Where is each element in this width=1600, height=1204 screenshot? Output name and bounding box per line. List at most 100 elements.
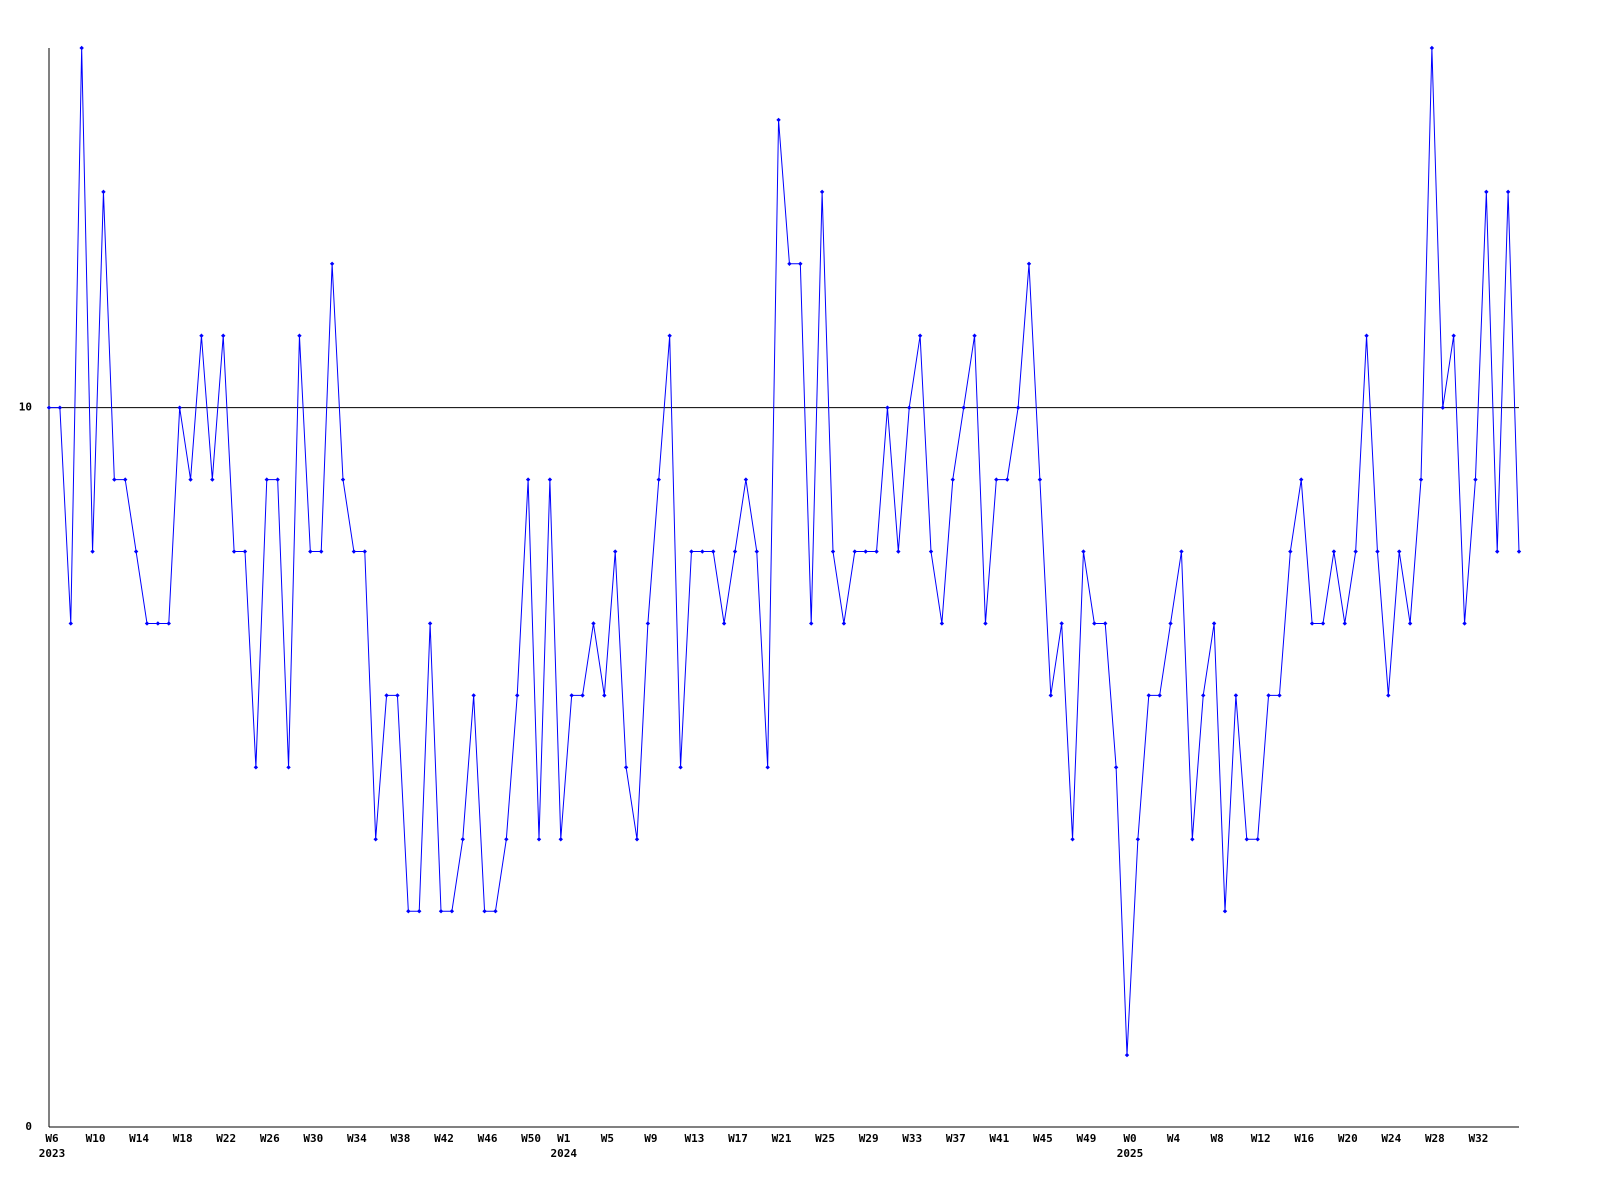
x-tick-label: W28 bbox=[1425, 1132, 1445, 1145]
y-tick-label: 0 bbox=[25, 1120, 32, 1133]
point-marker bbox=[493, 909, 498, 914]
point-marker bbox=[1059, 621, 1064, 626]
point-marker bbox=[917, 333, 923, 338]
x-tick-label: W46 bbox=[478, 1132, 498, 1145]
x-tick-label: W14 bbox=[129, 1132, 149, 1145]
point-marker bbox=[928, 549, 934, 554]
point-marker bbox=[427, 621, 433, 626]
point-marker bbox=[123, 477, 128, 482]
point-marker bbox=[1233, 693, 1239, 698]
point-marker bbox=[112, 477, 117, 482]
point-marker bbox=[602, 693, 607, 698]
x-tick-label: W0 bbox=[1123, 1132, 1136, 1145]
point-marker bbox=[558, 837, 563, 842]
point-marker bbox=[1495, 549, 1500, 554]
point-marker bbox=[155, 621, 161, 626]
point-marker bbox=[907, 405, 912, 410]
x-tick-label: W49 bbox=[1077, 1132, 1097, 1145]
x-tick-label: W37 bbox=[946, 1132, 966, 1145]
point-marker bbox=[1168, 621, 1173, 626]
point-marker bbox=[1505, 189, 1511, 195]
point-marker bbox=[68, 621, 73, 626]
x-tick-label: W38 bbox=[391, 1132, 411, 1145]
point-marker bbox=[732, 549, 738, 554]
point-marker bbox=[754, 549, 759, 554]
point-marker bbox=[830, 549, 836, 554]
point-marker bbox=[536, 837, 542, 842]
point-marker bbox=[1320, 621, 1326, 626]
point-marker bbox=[90, 549, 95, 554]
point-marker bbox=[340, 477, 346, 482]
point-marker bbox=[1146, 693, 1151, 698]
point-marker bbox=[809, 621, 814, 626]
point-marker bbox=[525, 477, 531, 482]
x-tick-label: W6 bbox=[45, 1132, 59, 1145]
x-group-label: 2025 bbox=[1117, 1147, 1144, 1160]
point-marker bbox=[57, 405, 63, 410]
point-marker bbox=[438, 909, 444, 914]
point-marker bbox=[667, 333, 672, 338]
point-marker bbox=[417, 909, 422, 914]
point-marker bbox=[1222, 909, 1228, 914]
point-marker bbox=[547, 477, 553, 482]
point-marker bbox=[983, 621, 988, 626]
point-marker bbox=[1473, 477, 1478, 482]
point-marker bbox=[1113, 765, 1119, 770]
x-tick-label: W12 bbox=[1251, 1132, 1271, 1145]
x-tick-label: W8 bbox=[1210, 1132, 1223, 1145]
point-marker bbox=[1266, 693, 1271, 698]
x-group-label: 2023 bbox=[39, 1147, 66, 1160]
x-tick-label: W25 bbox=[815, 1132, 835, 1145]
point-marker bbox=[1462, 621, 1467, 626]
point-marker bbox=[645, 621, 651, 626]
point-marker bbox=[1309, 621, 1315, 626]
point-marker bbox=[787, 261, 792, 266]
point-marker bbox=[798, 261, 803, 266]
x-tick-label: W1 bbox=[557, 1132, 571, 1145]
point-marker bbox=[406, 909, 411, 914]
point-marker bbox=[591, 621, 596, 626]
point-marker bbox=[515, 693, 520, 698]
point-marker bbox=[1135, 837, 1141, 842]
point-marker bbox=[1201, 693, 1206, 698]
point-marker bbox=[776, 117, 781, 123]
point-marker bbox=[1407, 621, 1413, 626]
point-marker bbox=[1190, 837, 1195, 842]
x-tick-label: W18 bbox=[173, 1132, 193, 1145]
x-tick-label: W34 bbox=[347, 1132, 367, 1145]
x-group-label: 2024 bbox=[551, 1147, 578, 1160]
x-tick-label: W42 bbox=[434, 1132, 454, 1145]
point-marker bbox=[721, 621, 727, 626]
x-tick-label: W32 bbox=[1469, 1132, 1489, 1145]
point-marker bbox=[580, 693, 585, 698]
point-marker bbox=[1005, 477, 1010, 482]
x-tick-label: W33 bbox=[902, 1132, 922, 1145]
point-marker bbox=[874, 549, 879, 554]
point-marker bbox=[623, 765, 629, 770]
point-marker bbox=[678, 765, 683, 770]
point-marker bbox=[297, 333, 302, 338]
point-marker bbox=[1081, 549, 1086, 554]
point-marker bbox=[852, 549, 857, 554]
point-marker bbox=[395, 693, 400, 698]
x-tick-label: W22 bbox=[216, 1132, 236, 1145]
point-marker bbox=[242, 549, 248, 554]
point-marker bbox=[482, 909, 487, 914]
point-marker bbox=[460, 837, 465, 842]
point-marker bbox=[1440, 405, 1445, 410]
point-marker bbox=[133, 549, 139, 554]
point-marker bbox=[634, 837, 640, 842]
point-marker bbox=[1092, 621, 1097, 626]
point-marker bbox=[711, 549, 716, 554]
point-marker bbox=[384, 693, 389, 698]
x-tick-label: W26 bbox=[260, 1132, 280, 1145]
point-marker bbox=[1026, 261, 1032, 266]
x-tick-label: W16 bbox=[1294, 1132, 1314, 1145]
point-marker bbox=[319, 549, 324, 554]
point-marker bbox=[1288, 549, 1293, 554]
point-marker bbox=[950, 477, 955, 482]
point-marker bbox=[351, 549, 357, 554]
point-marker bbox=[863, 549, 868, 554]
point-marker bbox=[841, 621, 847, 626]
